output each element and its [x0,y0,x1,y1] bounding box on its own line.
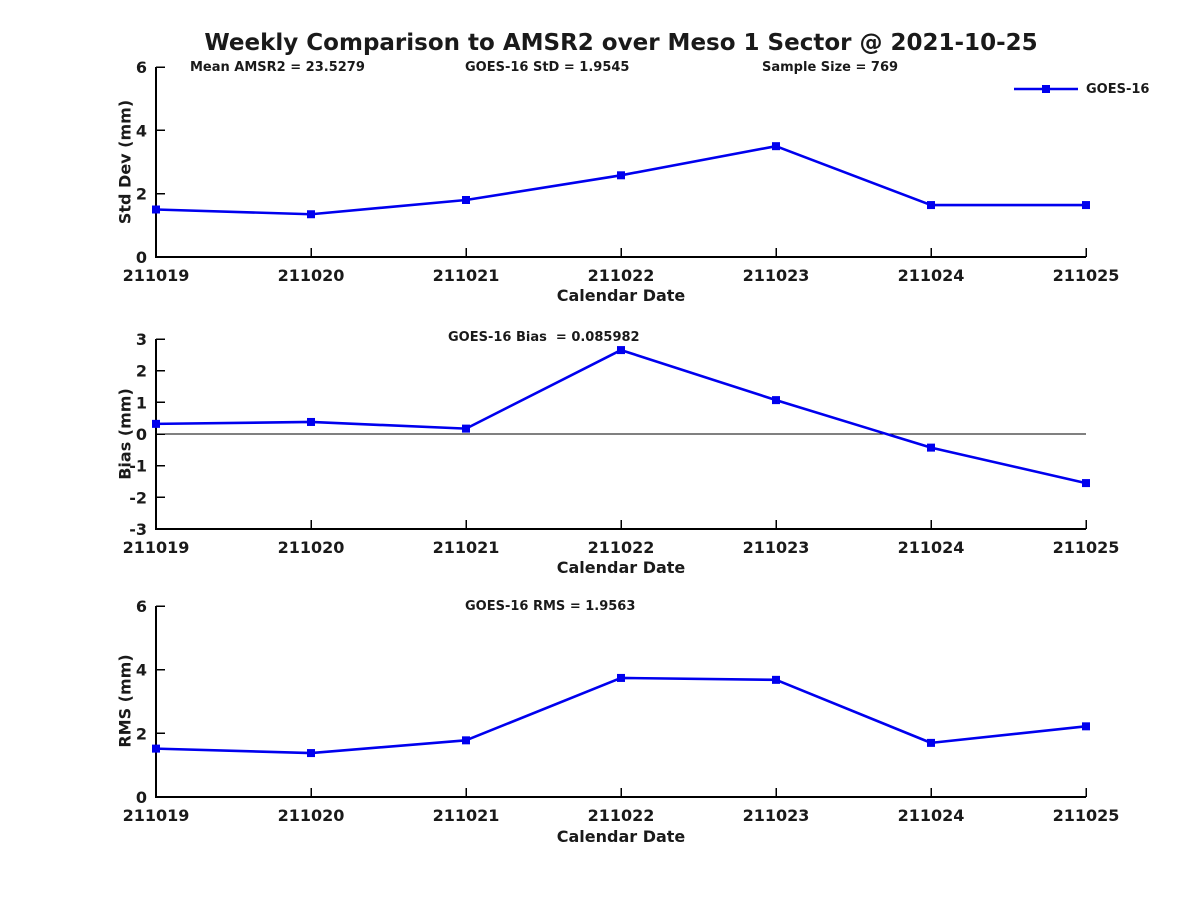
std-dev-panel-ytick-label: 4 [136,121,147,140]
rms-panel-xtick-label: 211019 [123,806,190,825]
bias-panel-ytick-label: -2 [129,488,147,507]
figure-title: Weekly Comparison to AMSR2 over Meso 1 S… [204,30,1038,56]
std-dev-panel-series-marker [1082,201,1090,210]
bias-panel-series-marker [772,396,780,405]
bias-panel-xtick-label: 211024 [898,538,965,557]
rms-panel-series-marker [462,736,470,745]
x-axis-label-stddev: Calendar Date [556,286,686,305]
std-dev-panel-xtick-label: 211020 [278,266,345,285]
annotation-goes-bias: GOES-16 Bias = 0.085982 [448,330,640,345]
bias-panel-series-marker [927,443,935,452]
rms-panel-series-marker [927,738,935,747]
bias-panel-series-marker [1082,479,1090,488]
std-dev-panel-xtick-label: 211021 [433,266,500,285]
rms-panel-series-marker [617,673,625,682]
rms-panel-ytick-label: 2 [136,724,147,743]
bias-panel-xtick-label: 211023 [743,538,810,557]
rms-panel-series-marker [1082,722,1090,731]
rms-panel-xtick-label: 211024 [898,806,965,825]
annotation-goes-std: GOES-16 StD = 1.9545 [465,60,630,75]
rms-panel-series-marker [772,675,780,684]
bias-panel-series-marker [617,346,625,355]
bias-panel-ytick-label: -1 [129,457,147,476]
rms-panel-axes [155,606,1086,798]
x-axis-label-bias: Calendar Date [556,558,686,577]
legend-marker-icon [1042,85,1050,93]
std-dev-panel-ytick-label: 6 [136,58,147,77]
rms-panel-xtick-label: 211023 [743,806,810,825]
std-dev-panel-xtick-label: 211023 [743,266,810,285]
std-dev-panel-series-marker [617,171,625,180]
bias-panel-series-line [155,348,1087,485]
x-axis-label-rms: Calendar Date [556,827,686,846]
bias-panel-xtick-label: 211025 [1053,538,1120,557]
std-dev-panel-ytick-label: 2 [136,185,147,204]
annotation-goes-rms: GOES-16 RMS = 1.9563 [465,599,636,614]
std-dev-panel-series-marker [927,201,935,210]
annotation-sample-size: Sample Size = 769 [762,60,899,75]
rms-panel-xtick-label: 211021 [433,806,500,825]
bias-panel-series-marker [152,419,160,428]
std-dev-panel-series-marker [152,205,160,214]
rms-panel-xtick-label: 211025 [1053,806,1120,825]
bias-panel-ytick-label: 2 [136,362,147,381]
bias-panel-xtick-label: 211022 [588,538,655,557]
annotation-mean-amsr2: Mean AMSR2 = 23.5279 [190,60,365,75]
rms-panel-ytick-label: 6 [136,597,147,616]
rms-panel-series-marker [152,744,160,753]
rms-panel-xtick-label: 211022 [588,806,655,825]
rms-panel-series-marker [307,749,315,758]
rms-panel-ytick-label: 0 [136,788,147,807]
legend: GOES-16 [1014,81,1149,97]
bias-panel-xtick-label: 211020 [278,538,345,557]
bias-panel-series-marker [307,417,315,426]
bias-panel-xtick-label: 211019 [123,538,190,557]
bias-panel-ytick-label: -3 [129,520,147,539]
bias-panel-ytick-label: 3 [136,330,147,349]
std-dev-panel-series-marker [307,210,315,219]
legend-label: GOES-16 [1086,81,1150,97]
legend-swatch [1014,85,1078,93]
bias-panel-xtick-label: 211021 [433,538,500,557]
bias-panel-series-marker [462,424,470,433]
bias-panel-ytick-label: 0 [136,425,147,444]
std-dev-panel-xtick-label: 211025 [1053,266,1120,285]
std-dev-panel-ytick-label: 0 [136,248,147,267]
std-dev-panel-axes [155,67,1086,258]
std-dev-panel-series-marker [772,142,780,151]
std-dev-panel-series-marker [462,196,470,204]
std-dev-panel-xtick-label: 211022 [588,266,655,285]
std-dev-panel-xtick-label: 211024 [898,266,965,285]
std-dev-panel-xtick-label: 211019 [123,266,190,285]
rms-panel-xtick-label: 211020 [278,806,345,825]
rms-panel-series-line [155,676,1087,755]
bias-panel-ytick-label: 1 [136,393,147,412]
std-dev-panel-series-line [155,144,1086,216]
rms-panel-ytick-label: 4 [136,661,147,680]
